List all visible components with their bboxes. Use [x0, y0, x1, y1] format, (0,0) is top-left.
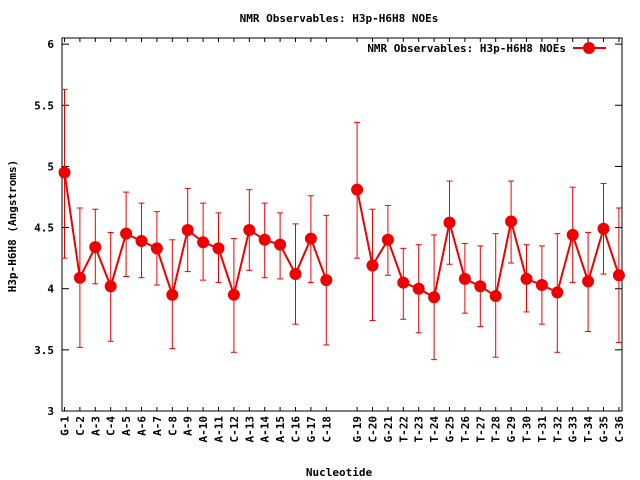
data-point	[135, 235, 148, 248]
chart-title: NMR Observables: H3p-H6H8 NOEs	[240, 12, 439, 25]
series-line	[356, 189, 620, 299]
x-tick-label: T-31	[536, 416, 549, 443]
data-point	[304, 232, 317, 245]
data-point	[58, 166, 71, 179]
x-tick-label: G-19	[351, 416, 364, 443]
data-point	[412, 282, 425, 295]
data-point	[443, 216, 456, 229]
x-tick-label: G-17	[305, 416, 318, 443]
series-line	[63, 172, 328, 299]
data-point	[258, 233, 271, 246]
x-tick-label: T-22	[397, 416, 410, 443]
x-tick-label: T-27	[474, 416, 487, 443]
data-point	[351, 183, 364, 196]
plot-frame	[61, 37, 623, 412]
x-tick-label: A-7	[151, 416, 164, 436]
data-point	[289, 268, 302, 281]
x-tick-label: T-26	[459, 416, 472, 443]
x-tick-label: T-34	[582, 416, 595, 443]
data-point	[474, 280, 487, 293]
x-tick-label: A-5	[120, 416, 133, 436]
legend-marker-swatch	[583, 42, 595, 54]
x-tick-label: T-32	[551, 416, 564, 443]
data-point	[489, 290, 502, 303]
x-tick-label: G-1	[59, 416, 72, 436]
x-tick-label: T-24	[428, 416, 441, 443]
data-point	[150, 242, 163, 255]
data-point	[120, 227, 133, 240]
x-tick-label: G-21	[382, 416, 395, 443]
data-point	[181, 224, 194, 237]
data-point	[597, 222, 610, 235]
x-tick-label: G-35	[598, 416, 611, 443]
data-point	[104, 280, 117, 293]
data-point	[320, 274, 333, 287]
data-point	[582, 275, 595, 288]
x-tick-label: C-18	[320, 416, 333, 443]
legend-label: NMR Observables: H3p-H6H8 NOEs	[367, 42, 566, 55]
y-tick-label: 4	[47, 283, 54, 296]
data-point	[73, 271, 86, 284]
data-point	[505, 215, 518, 228]
data-point	[381, 233, 394, 246]
y-tick-label: 3	[47, 405, 54, 418]
x-tick-label: A-15	[274, 416, 287, 443]
legend: NMR Observables: H3p-H6H8 NOEs	[367, 42, 606, 55]
x-tick-label: C-8	[166, 416, 179, 436]
data-point	[197, 236, 210, 249]
y-axis-label: H3p-H6H8 (Angstroms)	[6, 160, 19, 292]
data-point	[366, 259, 379, 272]
x-tick-label: A-13	[243, 416, 256, 443]
data-point	[397, 276, 410, 289]
x-tick-label: C-20	[367, 416, 380, 443]
y-tick-label: 5.5	[34, 99, 54, 112]
data-point	[212, 242, 225, 255]
x-tick-label: G-25	[444, 416, 457, 443]
x-tick-label: A-9	[182, 416, 195, 436]
x-tick-label: C-2	[74, 416, 87, 436]
x-tick-label: T-30	[521, 416, 534, 443]
x-tick-label: T-28	[490, 416, 503, 443]
x-tick-label: T-23	[413, 416, 426, 443]
x-tick-label: A-3	[89, 416, 102, 436]
y-tick-label: 6	[47, 38, 54, 51]
data-point	[551, 286, 564, 299]
data-point	[243, 224, 256, 237]
x-tick-label: C-12	[228, 416, 241, 443]
x-tick-label: C-16	[290, 416, 303, 443]
x-tick-label: A-14	[259, 416, 272, 443]
x-tick-label: C-36	[613, 416, 626, 443]
data-point	[612, 269, 625, 282]
data-point	[227, 288, 240, 301]
data-point	[166, 288, 179, 301]
data-point	[520, 272, 533, 285]
x-tick-label: G-29	[505, 416, 518, 443]
y-tick-label: 5	[47, 160, 54, 173]
x-tick-label: A-10	[197, 416, 210, 443]
x-tick-label: G-33	[567, 416, 580, 443]
plot-area: 3 3.5 4 4.5 5 5.5 6 G-1 C-2 A-3 C-4 A-5 A-6 A-7 C-8 A-9…	[34, 37, 626, 443]
y-tick-label: 3.5	[34, 344, 54, 357]
x-tick-label: C-4	[105, 416, 118, 436]
data-point	[535, 279, 548, 292]
data-point	[428, 291, 441, 304]
y-tick-label: 4.5	[34, 222, 54, 235]
data-point	[458, 272, 471, 285]
data-point	[566, 228, 579, 241]
data-point	[89, 241, 102, 254]
data-point	[274, 238, 287, 251]
x-tick-label: A-6	[136, 416, 149, 436]
x-axis-label: Nucleotide	[306, 466, 373, 479]
x-tick-label: A-11	[213, 416, 226, 443]
